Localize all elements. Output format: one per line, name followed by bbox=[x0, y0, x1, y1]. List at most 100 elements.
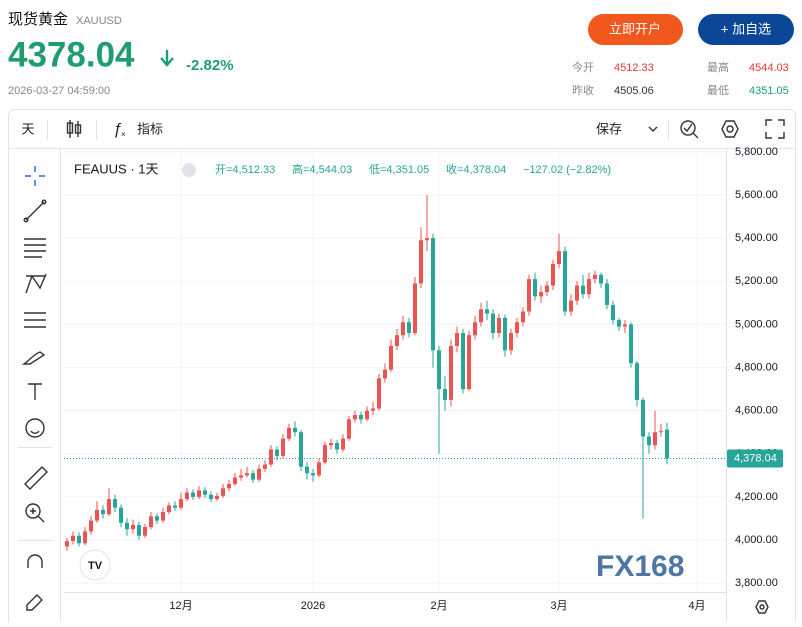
open-account-button[interactable] bbox=[588, 14, 683, 45]
plot-area bbox=[64, 150, 726, 592]
candle-body bbox=[221, 488, 225, 496]
candle-body bbox=[125, 522, 129, 530]
instrument-code: XAUUSD bbox=[76, 15, 122, 27]
candle-body bbox=[617, 320, 621, 327]
candle-body bbox=[443, 389, 447, 400]
candle-body bbox=[413, 283, 417, 334]
candle-body bbox=[263, 464, 267, 469]
candle-body bbox=[647, 436, 651, 446]
candle-body bbox=[395, 335, 399, 346]
candle-body bbox=[191, 492, 195, 497]
candle-body bbox=[515, 322, 519, 334]
fullscreen-button[interactable] bbox=[765, 119, 785, 139]
candle-body bbox=[149, 516, 153, 528]
watchlist-label[interactable]: + 加自选 bbox=[721, 21, 771, 36]
y-tick-label: 5,600.00 bbox=[735, 189, 778, 201]
fx-icon[interactable]: ƒ bbox=[113, 121, 122, 138]
stat-label: 最高 bbox=[707, 60, 729, 74]
candle-body bbox=[593, 274, 597, 280]
candle-body bbox=[575, 285, 579, 301]
candle-body bbox=[95, 509, 99, 521]
candle-body bbox=[185, 492, 189, 500]
save-dropdown[interactable] bbox=[648, 126, 658, 132]
open-account-label[interactable]: 立即开户 bbox=[609, 21, 661, 36]
y-tick-label: 4,200.00 bbox=[735, 491, 778, 503]
candle-body bbox=[605, 283, 609, 305]
candle-body bbox=[359, 414, 363, 420]
candle-body bbox=[245, 473, 249, 476]
candle-body bbox=[269, 449, 273, 465]
last-price-label: 4,378.04 bbox=[734, 452, 777, 464]
candle-body bbox=[587, 279, 591, 295]
stat-label: 最低 bbox=[707, 84, 729, 97]
down-arrow bbox=[160, 50, 174, 67]
watchlist-button[interactable] bbox=[698, 14, 794, 45]
legend-low: 低=4,351.05 bbox=[369, 163, 429, 176]
tv-logo[interactable]: TV bbox=[88, 560, 103, 572]
y-tick-label: 5,200.00 bbox=[735, 275, 778, 287]
indicators-button[interactable]: 指标 bbox=[137, 121, 163, 136]
candle-body bbox=[377, 378, 381, 409]
axis-settings[interactable] bbox=[755, 600, 769, 614]
candle-body bbox=[401, 322, 405, 336]
timestamp: 2026-03-27 04:59:00 bbox=[8, 85, 110, 97]
candle-body bbox=[65, 541, 69, 547]
candle-body bbox=[353, 414, 357, 420]
candle-body bbox=[203, 490, 207, 495]
candle-body bbox=[329, 442, 333, 446]
candle-body bbox=[503, 317, 507, 351]
candle-body bbox=[323, 445, 327, 463]
interval-button[interactable]: 天 bbox=[21, 121, 34, 136]
y-tick-label: 5,800.00 bbox=[735, 146, 778, 158]
candle-body bbox=[425, 238, 429, 241]
candle-body bbox=[107, 499, 111, 515]
candle-body bbox=[143, 527, 147, 536]
candle-body bbox=[155, 516, 159, 521]
candle-body bbox=[599, 274, 603, 284]
y-tick-label: 4,600.00 bbox=[735, 405, 778, 417]
settings-button[interactable] bbox=[721, 120, 739, 138]
candle-body bbox=[455, 333, 459, 346]
alert-button[interactable] bbox=[680, 120, 699, 139]
tv-logo[interactable] bbox=[79, 549, 111, 581]
candle-body bbox=[239, 475, 243, 478]
y-tick-label: 3,800.00 bbox=[735, 577, 778, 589]
candle-body bbox=[581, 285, 585, 295]
candle-body bbox=[71, 535, 75, 542]
chart-frame bbox=[8, 109, 796, 627]
drawing-tools[interactable] bbox=[21, 166, 48, 611]
candle-body bbox=[533, 279, 537, 297]
x-tick-label: 4月 bbox=[688, 600, 705, 612]
candle-body bbox=[569, 300, 573, 312]
candle-body bbox=[635, 363, 639, 400]
candle-body bbox=[341, 438, 345, 450]
candle-body bbox=[137, 524, 141, 536]
x-tick-label: 12月 bbox=[169, 600, 192, 612]
legend-open: 开=4,512.33 bbox=[215, 164, 275, 176]
candle-body bbox=[509, 333, 513, 351]
legend-symbol: FEAUUS · 1天 bbox=[74, 161, 159, 176]
candle-body bbox=[659, 431, 663, 433]
candle-body bbox=[371, 408, 375, 411]
instrument-name: 现货黄金 bbox=[8, 11, 68, 28]
candle-body bbox=[161, 511, 165, 521]
candle-type-button[interactable] bbox=[66, 120, 82, 138]
candle-body bbox=[251, 473, 255, 480]
candle-body bbox=[383, 369, 387, 379]
candle-body bbox=[461, 333, 465, 390]
y-tick-label: 5,000.00 bbox=[735, 318, 778, 330]
candle-body bbox=[89, 520, 93, 532]
save-button[interactable]: 保存 bbox=[596, 121, 622, 136]
candle-body bbox=[431, 238, 435, 351]
legend-toggle bbox=[182, 163, 196, 177]
candle-body bbox=[77, 535, 81, 544]
candle-body bbox=[485, 309, 489, 314]
candle-body bbox=[347, 419, 351, 439]
fx-icon[interactable]: × bbox=[121, 130, 126, 139]
candle-body bbox=[233, 477, 237, 484]
candle-body bbox=[179, 499, 183, 508]
candle-body bbox=[389, 345, 393, 370]
stat-label: 今开 bbox=[572, 60, 594, 74]
y-tick-label: 5,400.00 bbox=[735, 232, 778, 244]
